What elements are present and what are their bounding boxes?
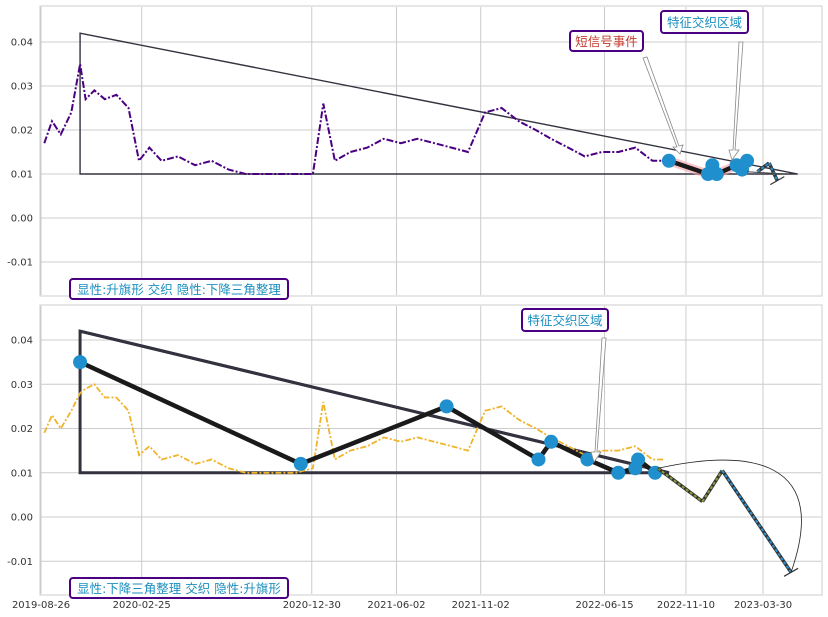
bottom-panel: 0.04 0.03 0.02 0.01 0.00 -0.01 特征交织区域 显性:下降三角… xyxy=(7,304,823,599)
x-tick-label: 2023-03-30 xyxy=(734,600,792,611)
x-tick-label: 2022-11-10 xyxy=(657,600,715,611)
top-pattern-label-box xyxy=(69,278,289,300)
bottom-feature-zone-arrow xyxy=(590,337,607,463)
short-signal-label: 短信号事件 xyxy=(575,34,638,49)
top-feature-zone-box xyxy=(660,10,749,34)
top-y-tick-label: 0.01 xyxy=(11,170,33,181)
top-feature-zone-callout: 特征交织区域 xyxy=(660,10,749,161)
bottom-y-tick-label: 0.04 xyxy=(11,336,33,347)
top-pattern xyxy=(661,153,755,181)
bottom-pattern-point xyxy=(544,434,559,449)
bottom-y-tick-label: 0.02 xyxy=(11,424,33,435)
top-y-ticks: 0.04 0.03 0.02 0.01 0.00 -0.01 xyxy=(7,38,33,269)
top-panel: 0.04 0.03 0.02 0.01 0.00 -0.01 短信号事件 特征交织区域 显… xyxy=(7,5,823,300)
bottom-projection-segment xyxy=(657,467,704,503)
bottom-pattern-point xyxy=(439,399,454,414)
top-annotations: 短信号事件 特征交织区域 显性:升旗形 交织 隐性:下降三角整理 xyxy=(69,10,749,300)
top-y-tick-label: 0.04 xyxy=(11,38,33,49)
bottom-feature-zone-callout: 特征交织区域 xyxy=(521,308,609,463)
top-panel-frame xyxy=(39,5,823,297)
top-y-tick-label: 0.03 xyxy=(11,82,33,93)
x-tick-label: 2021-11-02 xyxy=(452,600,510,611)
top-apex-line xyxy=(747,171,786,175)
bottom-pattern xyxy=(73,355,663,480)
top-feature-zone-arrow xyxy=(728,41,744,161)
top-pattern-point xyxy=(661,153,676,168)
bottom-y-ticks: 0.04 0.03 0.02 0.01 0.00 -0.01 xyxy=(7,336,33,568)
short-signal-box xyxy=(569,30,644,52)
x-tick-label: 2021-06-02 xyxy=(367,600,425,611)
short-signal-callout: 短信号事件 xyxy=(569,30,684,155)
top-series-line xyxy=(43,63,664,175)
x-tick-label: 2020-02-25 xyxy=(113,600,171,611)
x-axis-ticks: 2019-08-26 2020-02-25 2020-12-30 2021-06-02… xyxy=(12,600,792,611)
bottom-feature-zone-box xyxy=(521,308,609,332)
bottom-pattern-label-box xyxy=(69,577,289,599)
top-projection-segment xyxy=(768,162,779,182)
bottom-pattern-point xyxy=(580,452,595,467)
bottom-pattern-point xyxy=(611,465,626,480)
bottom-y-tick-label: 0.00 xyxy=(11,513,33,524)
bottom-y-tick-label: 0.03 xyxy=(11,380,33,391)
bottom-pattern-point xyxy=(73,355,88,370)
bottom-projection-segment xyxy=(721,469,792,573)
short-signal-arrow xyxy=(642,56,684,155)
x-tick-label: 2019-08-26 xyxy=(12,600,70,611)
bottom-pattern-point xyxy=(531,452,546,467)
top-grid xyxy=(40,7,821,295)
top-y-tick-label: -0.01 xyxy=(7,258,33,269)
top-triangle xyxy=(79,32,798,175)
bottom-y-tick-label: -0.01 xyxy=(7,557,33,568)
top-pattern-label-text: 显性:升旗形 交织 隐性:下降三角整理 xyxy=(77,282,281,297)
bottom-feature-zone-label: 特征交织区域 xyxy=(527,313,602,328)
top-projection xyxy=(747,161,786,186)
top-y-tick-label: 0.00 xyxy=(11,214,33,225)
bottom-pattern-label: 显性:下降三角整理 交织 隐性:升旗形 xyxy=(69,577,289,599)
bottom-projection-arc xyxy=(657,459,802,573)
top-series xyxy=(43,63,664,175)
top-pattern-point xyxy=(709,167,724,181)
top-projection-end-tick xyxy=(770,176,785,186)
bottom-projection-segment xyxy=(701,469,724,503)
bottom-projection xyxy=(656,459,802,577)
x-tick-label: 2022-06-15 xyxy=(575,600,633,611)
top-projection-segment xyxy=(756,162,770,173)
bottom-pattern-label-text: 显性:下降三角整理 交织 隐性:升旗形 xyxy=(77,581,281,596)
bottom-pattern-point xyxy=(293,456,308,471)
top-y-tick-label: 0.02 xyxy=(11,126,33,137)
bottom-y-tick-label: 0.01 xyxy=(11,468,33,479)
bottom-pattern-point xyxy=(631,452,646,467)
top-feature-zone-label: 特征交织区域 xyxy=(667,15,742,30)
bottom-annotations: 特征交织区域 显性:下降三角整理 交织 隐性:升旗形 xyxy=(69,308,609,599)
top-pattern-label: 显性:升旗形 交织 隐性:下降三角整理 xyxy=(69,278,289,300)
top-pattern-point xyxy=(740,153,755,168)
x-tick-label: 2020-12-30 xyxy=(283,600,341,611)
top-triangle-shape xyxy=(79,32,798,175)
